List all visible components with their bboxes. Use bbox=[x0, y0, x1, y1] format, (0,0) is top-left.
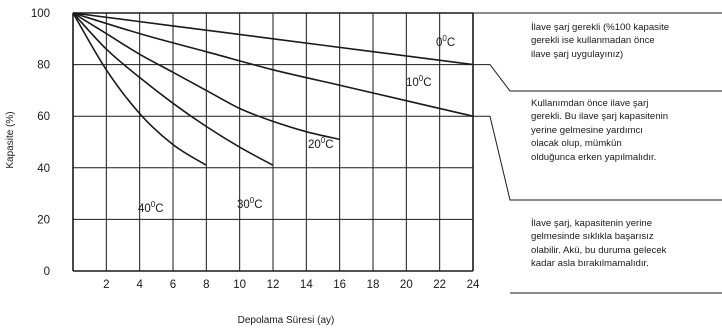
chart-grid bbox=[73, 12, 473, 271]
y-tick-label: 100 bbox=[31, 8, 50, 20]
series-label-0c: 00C bbox=[436, 34, 455, 49]
connector-80 bbox=[473, 64, 722, 92]
x-tick-label: 24 bbox=[467, 279, 480, 291]
series-label-40c: 400C bbox=[138, 200, 164, 215]
annotation-connectors bbox=[473, 12, 722, 294]
x-tick-label: 2 bbox=[103, 279, 109, 291]
chart-axes bbox=[72, 12, 474, 272]
x-axis-label: Depolama Süresi (ay) bbox=[238, 315, 335, 326]
x-tick-label: 16 bbox=[333, 279, 346, 291]
x-tick-label: 4 bbox=[136, 279, 143, 291]
connector-60 bbox=[473, 115, 722, 201]
x-tick-label: 12 bbox=[267, 279, 280, 291]
x-tick-label: 22 bbox=[433, 279, 446, 291]
y-axis-label: Kapasite (%) bbox=[5, 111, 16, 168]
annotation-charge-may-fail: İlave şarj, kapasitenin yerine gelmesind… bbox=[531, 218, 667, 270]
y-tick-label: 80 bbox=[37, 60, 50, 72]
y-tick-label: 20 bbox=[37, 214, 50, 226]
series-line-0c bbox=[72, 12, 474, 66]
series-line-10c bbox=[72, 12, 474, 117]
series-line-40c bbox=[72, 12, 207, 166]
chart-labels: 2 4 6 8 10 12 14 16 18 20 22 2402040608010000C100C2… bbox=[31, 8, 480, 291]
series-label-30c: 300C bbox=[237, 196, 263, 211]
series-line-30c bbox=[72, 12, 274, 166]
x-tick-label: 8 bbox=[203, 279, 209, 291]
annotation-extra-charge-required: İlave şarj gerekli (%100 kapasite gerekl… bbox=[531, 22, 670, 60]
y-tick-label: 60 bbox=[37, 111, 50, 123]
x-tick-label: 20 bbox=[400, 279, 413, 291]
series-label-20c: 200C bbox=[308, 136, 334, 151]
chart-series bbox=[72, 12, 474, 166]
x-tick-label: 14 bbox=[300, 279, 313, 291]
annotation-charge-before-use: Kullanımdan önce ilave şarj gerekli. Bu … bbox=[531, 98, 669, 163]
x-tick-label: 6 bbox=[170, 279, 176, 291]
x-tick-label: 18 bbox=[367, 279, 380, 291]
y-tick-label: 40 bbox=[37, 163, 50, 175]
series-label-10c: 100C bbox=[406, 74, 432, 89]
x-tick-label: 10 bbox=[233, 279, 246, 291]
y-tick-label: 0 bbox=[44, 266, 50, 278]
series-line-20c bbox=[72, 12, 340, 141]
